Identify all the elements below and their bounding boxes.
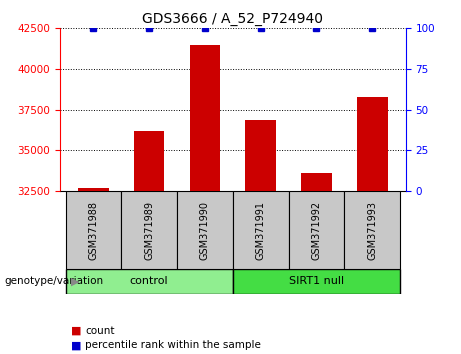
Text: GSM371989: GSM371989 <box>144 201 154 259</box>
Text: ■: ■ <box>71 326 82 336</box>
Title: GDS3666 / A_52_P724940: GDS3666 / A_52_P724940 <box>142 12 323 26</box>
Bar <box>233 191 289 269</box>
Bar <box>134 131 165 191</box>
Text: count: count <box>85 326 115 336</box>
Bar <box>78 188 109 191</box>
Bar <box>245 120 276 191</box>
Text: ▶: ▶ <box>71 276 80 286</box>
Text: percentile rank within the sample: percentile rank within the sample <box>85 340 261 350</box>
Text: ■: ■ <box>71 340 82 350</box>
Bar <box>357 97 388 191</box>
Bar <box>65 269 233 294</box>
Text: genotype/variation: genotype/variation <box>5 276 104 286</box>
Bar <box>121 191 177 269</box>
Text: GSM371991: GSM371991 <box>256 201 266 259</box>
Text: SIRT1 null: SIRT1 null <box>289 276 344 286</box>
Bar <box>233 269 400 294</box>
Bar <box>177 191 233 269</box>
Bar <box>301 173 332 191</box>
Bar <box>65 191 121 269</box>
Text: GSM371990: GSM371990 <box>200 201 210 259</box>
Text: control: control <box>130 276 168 286</box>
Bar <box>289 191 344 269</box>
Text: GSM371993: GSM371993 <box>367 201 377 259</box>
Bar <box>344 191 400 269</box>
Bar <box>189 45 220 191</box>
Text: GSM371988: GSM371988 <box>89 201 98 259</box>
Text: GSM371992: GSM371992 <box>312 200 321 260</box>
